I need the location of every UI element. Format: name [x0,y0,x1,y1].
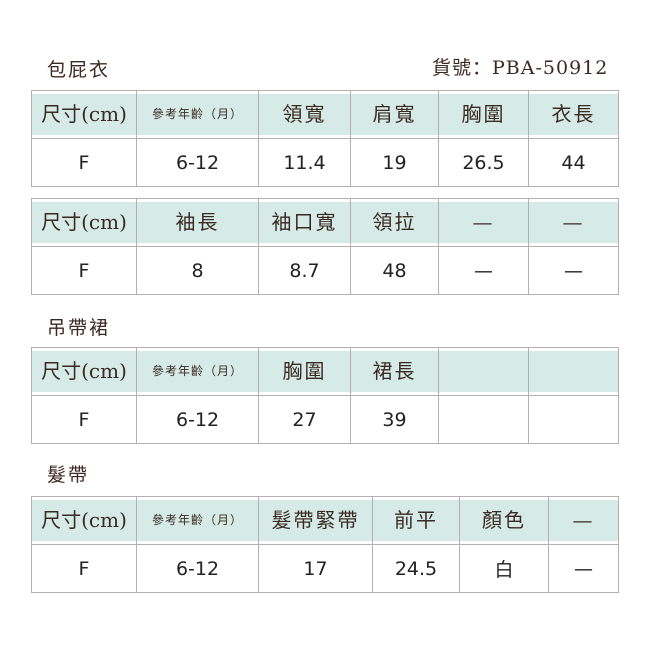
header-cell: 衣長 [528,90,619,139]
value-cell: 39 [350,395,439,444]
header-label: 尺寸(cm) [32,94,136,135]
header-cell: 胸圍 [438,90,529,139]
section-title-headband: 髮帶 [47,464,90,486]
header-label [439,351,528,392]
header-label: 裙長 [351,351,438,392]
header-label: 胸圍 [439,94,528,135]
header-cell: 尺寸(cm) [31,198,137,247]
section-title-bodysuit: 包屁衣 [47,59,111,81]
size-table: 尺寸(cm) 袖長 袖口寬 領拉 — — F 8 8.7 48— — [31,198,619,295]
header-cell: 尺寸(cm) [31,347,137,396]
header-label: — [549,500,618,541]
table-row: F 6-12 17 24.5 白 — [31,544,619,593]
header-label: — [529,202,618,243]
header-cell: 參考年齡（月） [136,90,259,139]
header-cell: 尺寸(cm) [31,496,137,545]
header-row: 尺寸(cm) 參考年齡（月） 領寬 肩寬 胸圍 衣長 [31,90,619,139]
value-cell: 11.4 [258,138,351,187]
value-cell: 24.5 [372,544,460,593]
header-label: 尺寸(cm) [32,500,136,541]
header-cell: 胸圍 [258,347,351,396]
header-label: 參考年齡（月） [137,500,258,541]
size-table: 尺寸(cm) 參考年齡（月） 領寬 肩寬 胸圍 衣長 F 6-12 11.4 19 26.5 44 [31,90,619,187]
header-cell: 顏色 [459,496,549,545]
header-label: 衣長 [529,94,618,135]
header-row: 尺寸(cm) 參考年齡（月） 胸圍 裙長 [31,347,619,396]
header-label: — [439,202,528,243]
header-cell: — [528,198,619,247]
header-label: 參考年齡（月） [137,351,258,392]
value-cell: 6-12 [136,395,259,444]
value-cell: 8 [136,246,259,295]
header-label: 胸圍 [259,351,350,392]
header-cell: 肩寬 [350,90,439,139]
header-label: 袖長 [137,202,258,243]
value-cell: 8.7 [258,246,351,295]
size-table: 尺寸(cm) 參考年齡（月） 髮帶緊帶 前平 顏色 — F 6-12 17 24.5 白 — [31,496,619,593]
table-row: F 6-12 27 39 [31,395,619,444]
header-label: 尺寸(cm) [32,351,136,392]
header-row: 尺寸(cm) 袖長 袖口寬 領拉 — — [31,198,619,247]
value-cell: — [438,246,529,295]
value-cell: 27 [258,395,351,444]
header-cell: 參考年齡（月） [136,496,259,545]
table-row: F 8 8.7 48— — [31,246,619,295]
value-cell: F [31,544,137,593]
value-cell: 48 [350,246,439,295]
header-label: 前平 [373,500,459,541]
header-cell: 領拉 [350,198,439,247]
header-label: 領寬 [259,94,350,135]
header-cell [528,347,619,396]
header-label: 尺寸(cm) [32,202,136,243]
header-cell: 袖長 [136,198,259,247]
header-cell: 袖口寬 [258,198,351,247]
header-row: 尺寸(cm) 參考年齡（月） 髮帶緊帶 前平 顏色 — [31,496,619,545]
value-cell: F [31,246,137,295]
header-label: 參考年齡（月） [137,94,258,135]
header-cell: 髮帶緊帶 [258,496,373,545]
value-cell: 白 [459,544,549,593]
value-cell: 26.5 [438,138,529,187]
header-cell: 參考年齡（月） [136,347,259,396]
header-label: 肩寬 [351,94,438,135]
table-row: F 6-12 11.4 19 26.5 44 [31,138,619,187]
size-table: 尺寸(cm) 參考年齡（月） 胸圍 裙長 F 6-12 27 39 [31,347,619,444]
value-cell [438,395,529,444]
item-number: 貨號：PBA-50912 [432,57,609,79]
value-cell: — [528,246,619,295]
value-cell: 17 [258,544,373,593]
value-cell: 44 [528,138,619,187]
header-label: 顏色 [460,500,548,541]
header-label: 袖口寬 [259,202,350,243]
header-cell [438,347,529,396]
value-cell [528,395,619,444]
header-cell: — [548,496,619,545]
value-cell: — [548,544,619,593]
value-cell: 6-12 [136,138,259,187]
header-label: 領拉 [351,202,438,243]
value-cell: F [31,138,137,187]
header-cell: 前平 [372,496,460,545]
header-cell: 領寬 [258,90,351,139]
header-label: 髮帶緊帶 [259,500,372,541]
section-title-dress: 吊帶裙 [47,317,111,339]
header-cell: 尺寸(cm) [31,90,137,139]
header-cell: — [438,198,529,247]
value-cell: 6-12 [136,544,259,593]
header-cell: 裙長 [350,347,439,396]
value-cell: 19 [350,138,439,187]
value-cell: F [31,395,137,444]
header-label [529,351,618,392]
